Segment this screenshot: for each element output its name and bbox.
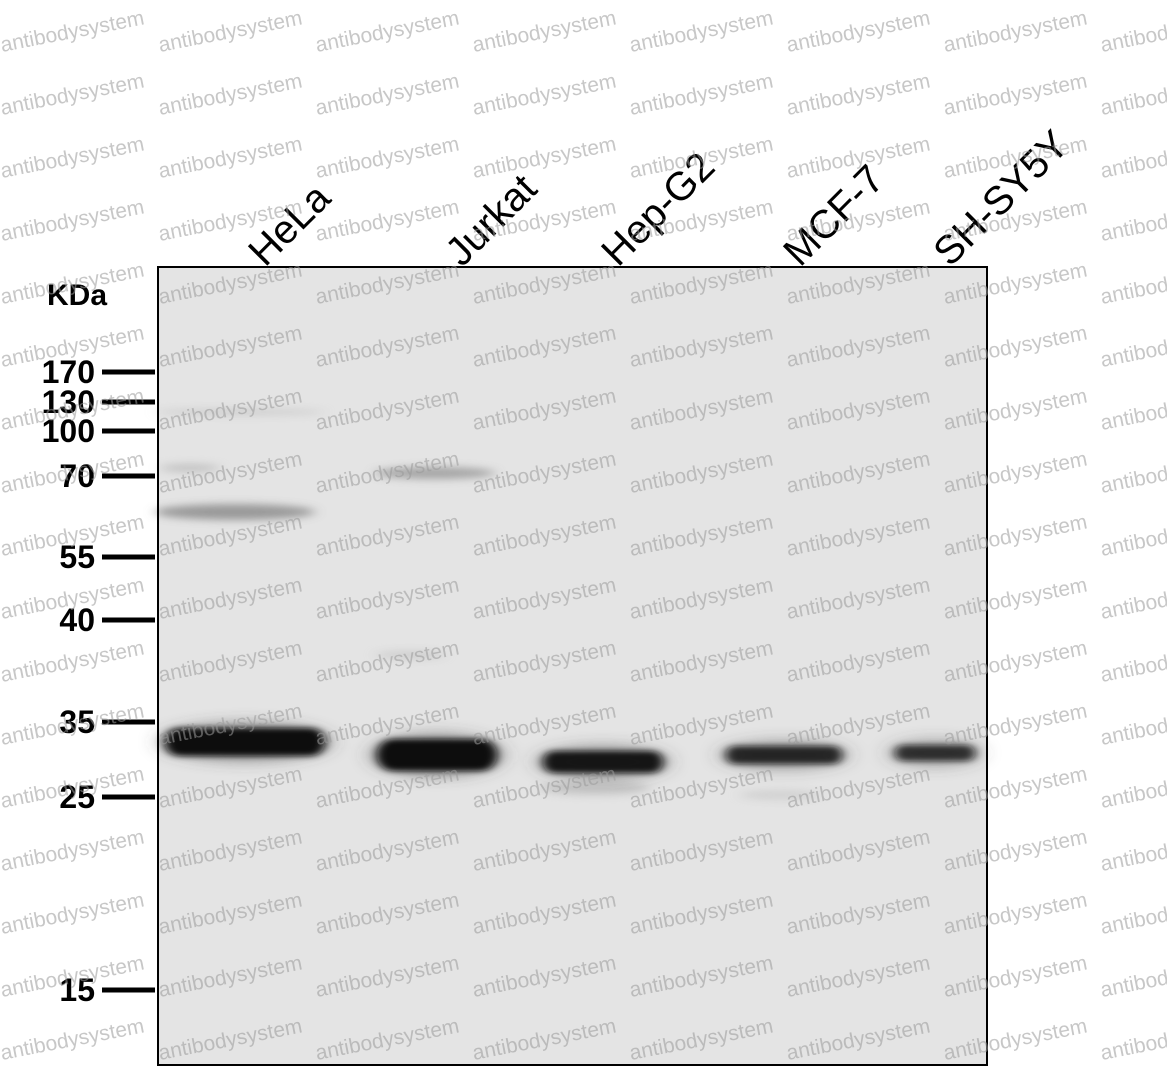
watermark-text: antibodysystem: [0, 825, 146, 875]
band-sh-sy5y: [895, 745, 975, 761]
lane-label-group: HeLa Jurkat Hep-G2 MCF-7 SH-SY5Y: [240, 122, 1077, 274]
faint-band-jurkat-70: [375, 467, 495, 479]
watermark-text: antibodysystem: [0, 195, 146, 245]
watermark-text: antibodysystem: [1099, 1014, 1167, 1064]
band-group: [165, 728, 975, 773]
marker-label-35: 35: [59, 704, 95, 740]
watermark-text: antibodysystem: [1099, 258, 1167, 308]
watermark-text: antibodysystem: [1099, 447, 1167, 497]
watermark-text: antibodysystem: [471, 6, 619, 56]
watermark-text: antibodysystem: [1099, 699, 1167, 749]
watermark-text: antibodysystem: [1099, 195, 1167, 245]
marker-tick-25: [102, 794, 155, 800]
watermark-text: antibodysystem: [157, 132, 305, 182]
marker-tick-40: [102, 617, 155, 623]
watermark-text: antibodysystem: [1099, 132, 1167, 182]
watermark-text: antibodysystem: [314, 132, 462, 182]
band-jurkat: [377, 739, 497, 771]
watermark-text: antibodysystem: [0, 69, 146, 119]
watermark-text: antibodysystem: [628, 6, 776, 56]
faint-band-hela-72: [160, 464, 220, 472]
watermark-text: antibodysystem: [1099, 762, 1167, 812]
watermark-text: antibodysystem: [1099, 510, 1167, 560]
watermark-text: antibodysystem: [1099, 951, 1167, 1001]
marker-label-55: 55: [59, 539, 95, 575]
blot-membrane: [158, 267, 987, 1065]
marker-label-40: 40: [59, 602, 95, 638]
band-hela: [165, 728, 325, 756]
faint-background-bands: [155, 409, 820, 800]
faint-band-jurkat-38: [375, 651, 445, 659]
watermark-text: antibodysystem: [0, 6, 146, 56]
watermark-text: antibodysystem: [1099, 825, 1167, 875]
marker-label-130: 130: [42, 384, 95, 420]
watermark-text: antibodysystem: [1099, 636, 1167, 686]
watermark-text: antibodysystem: [0, 132, 146, 182]
marker-tick-100: [102, 428, 155, 434]
marker-tick-55: [102, 554, 155, 560]
marker-tick-15: [102, 987, 155, 993]
watermark-text: antibodysystem: [942, 6, 1090, 56]
marker-label-15: 15: [59, 972, 95, 1008]
watermark-text: antibodysystem: [785, 69, 933, 119]
watermark-text: antibodysystem: [157, 6, 305, 56]
watermark-text: antibodysystem: [785, 6, 933, 56]
watermark-text: antibodysystem: [0, 888, 146, 938]
blot-frame: [157, 266, 988, 1066]
watermark-text: antibodysystem: [314, 69, 462, 119]
watermark-text: antibodysystem: [314, 6, 462, 56]
watermark-text: antibodysystem: [471, 132, 619, 182]
watermark-text: antibodysystem: [1099, 321, 1167, 371]
faint-band-hela-62: [155, 504, 315, 520]
watermark-text: antibodysystem: [1099, 888, 1167, 938]
watermark-text: antibodysystem: [1099, 573, 1167, 623]
watermark-text: antibodysystem: [1099, 69, 1167, 119]
marker-label-70: 70: [59, 458, 95, 494]
band-hep-g2: [543, 751, 663, 773]
watermark-text: antibodysystem: [628, 69, 776, 119]
marker-tick-130: [102, 399, 155, 405]
watermark-text: antibodysystem: [1099, 6, 1167, 56]
marker-tick-170: [102, 369, 155, 375]
kda-unit-label: KDa: [47, 279, 107, 312]
watermark-text: antibodysystem: [942, 69, 1090, 119]
faint-band-mcf7-27: [740, 790, 820, 800]
watermark-text: antibodysystem: [157, 69, 305, 119]
marker-tick-35: [102, 719, 155, 725]
marker-label-170: 170: [42, 354, 95, 390]
marker-tick-70: [102, 473, 155, 479]
faint-band-hela-120: [155, 409, 325, 415]
marker-label-25: 25: [59, 779, 95, 815]
watermark-text: antibodysystem: [1099, 384, 1167, 434]
marker-label-100: 100: [42, 413, 95, 449]
faint-band-hepg2-28: [540, 781, 650, 795]
band-mcf-7: [726, 746, 842, 764]
watermark-text: antibodysystem: [314, 195, 462, 245]
watermark-text: antibodysystem: [0, 636, 146, 686]
watermark-text: antibodysystem: [0, 1014, 146, 1064]
watermark-text: antibodysystem: [471, 69, 619, 119]
